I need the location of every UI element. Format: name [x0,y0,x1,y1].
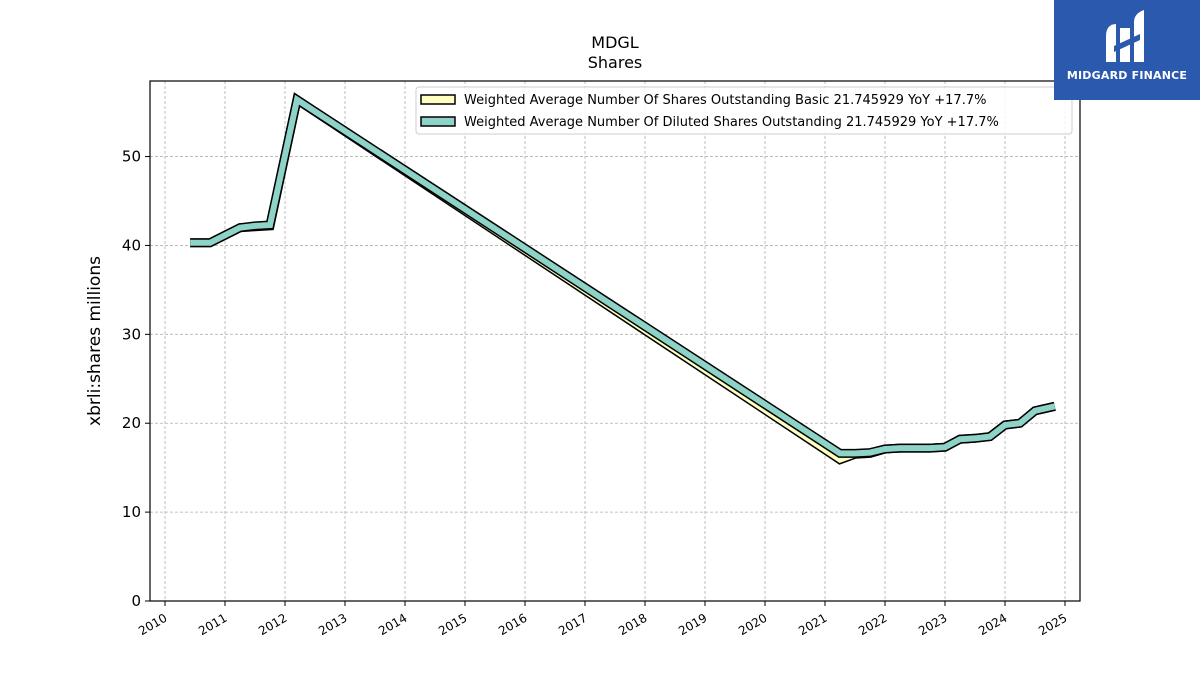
y-tick-label: 20 [122,414,141,432]
y-tick-label: 10 [122,503,141,521]
x-tick-label: 2018 [616,611,649,638]
x-tick-label: 2016 [496,611,529,638]
series-line-1 [190,94,1056,457]
series-layer [190,92,1056,465]
y-tick-label: 0 [131,592,141,610]
x-tick-label: 2013 [316,611,349,638]
legend-box [415,86,1073,135]
x-tick-label: 2011 [196,611,229,638]
x-tick-label: 2019 [676,611,709,638]
x-tick-label: 2015 [436,611,469,638]
legend: Weighted Average Number Of Shares Outsta… [415,86,1073,135]
brand-logo: MIDGARD FINANCE [1054,0,1200,100]
chart-title: MDGL [591,33,639,52]
x-tick-label: 2020 [736,611,769,638]
chart-subtitle: Shares [588,53,643,72]
series-line-0 [190,94,1056,464]
legend-label-basic: Weighted Average Number Of Shares Outsta… [464,93,986,108]
x-tick-label: 2017 [556,611,589,638]
x-tick-label: 2010 [136,611,169,638]
y-tick-label: 50 [122,148,141,166]
legend-swatch-diluted [420,116,456,127]
y-axis-label: xbrli:shares millions [85,256,105,426]
series-outline-0 [190,92,1056,465]
y-tick-label: 40 [122,236,141,254]
x-tick-label: 2021 [796,611,829,638]
logo-mark-icon [1106,10,1144,62]
x-tick-label: 2014 [376,611,409,638]
series-outline-1 [190,92,1056,458]
x-tick-label: 2022 [856,611,889,638]
plot-frame [149,80,1081,602]
logo-text: MIDGARD FINANCE [1066,69,1188,82]
grid-layer [150,81,1080,602]
legend-swatch-basic [420,94,456,105]
x-tick-label: 2012 [256,611,289,638]
y-tick-label: 30 [122,325,141,343]
x-tick-label: 2025 [1036,611,1069,638]
legend-label-diluted: Weighted Average Number Of Diluted Share… [464,115,999,130]
x-tick-label: 2024 [976,611,1009,638]
x-tick-label: 2023 [916,611,949,638]
